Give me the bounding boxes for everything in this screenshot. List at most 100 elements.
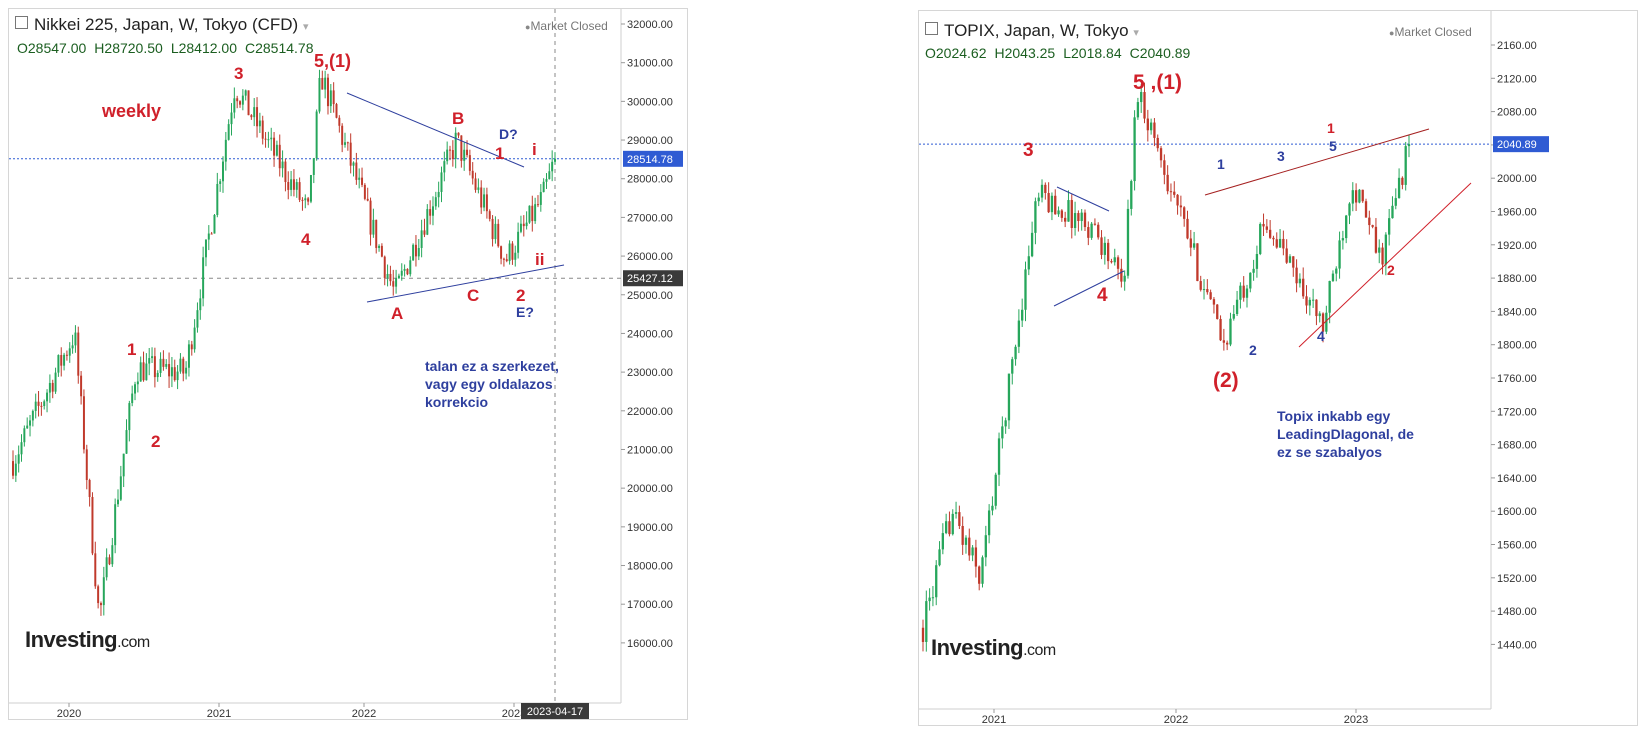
- dropdown-icon[interactable]: ▾: [1133, 27, 1139, 39]
- x-tick-label: 2023: [1344, 714, 1368, 726]
- candle-body: [1249, 272, 1252, 289]
- candle-body: [542, 181, 545, 193]
- candle-body: [1325, 312, 1328, 332]
- candle-body: [54, 372, 57, 392]
- candle-body: [375, 219, 378, 248]
- candle-body: [190, 344, 193, 350]
- candle-body: [1341, 238, 1345, 241]
- candle-body: [463, 149, 466, 161]
- candle-body: [1004, 420, 1007, 427]
- candle-body: [1302, 278, 1305, 297]
- candle-body: [1288, 256, 1292, 263]
- candle-body: [944, 521, 948, 534]
- dropdown-icon[interactable]: ▾: [302, 21, 309, 33]
- candle-body: [253, 107, 256, 118]
- candle-body: [352, 162, 355, 166]
- note-line-2: vagy egy oldalazos: [425, 376, 553, 392]
- candle-body: [366, 198, 369, 201]
- candle-body: [165, 364, 168, 367]
- candle-body: [380, 245, 383, 257]
- candle-body: [321, 77, 324, 90]
- y-tick-label: 2000.00: [1497, 173, 1537, 185]
- candle-body: [105, 557, 108, 578]
- candle-body: [987, 510, 991, 536]
- candle-body: [139, 362, 142, 382]
- candle-body: [1374, 226, 1378, 253]
- candle-body: [1153, 122, 1156, 138]
- candle-body: [94, 553, 97, 587]
- candle-body: [224, 139, 227, 162]
- candle-body: [88, 480, 91, 497]
- candle-body: [1212, 299, 1216, 305]
- candle-body: [1275, 239, 1278, 248]
- x-tick-label: 2023: [502, 708, 526, 720]
- candle-body: [82, 396, 85, 450]
- candle-body: [1381, 247, 1384, 265]
- candle-body: [241, 95, 244, 105]
- topix-chart-svg[interactable]: 1440.00 1480.00 1520.00 1560.00 1600.00 1640.…: [919, 11, 1638, 726]
- candle-body: [37, 401, 40, 406]
- candle-body: [991, 505, 994, 511]
- nikkei-chart-panel[interactable]: 16000.00 17000.00 18000.00 19000.00 20000.00…: [8, 8, 688, 720]
- triangle-upper-line: [1056, 186, 1110, 212]
- candle-body: [57, 355, 60, 373]
- market-status: Market Closed: [525, 19, 607, 33]
- candle-body: [539, 192, 542, 205]
- candle-body: [71, 345, 74, 349]
- candle-body: [213, 214, 216, 234]
- candle-body: [443, 161, 446, 173]
- nikkei-chart-svg[interactable]: 16000.00 17000.00 18000.00 19000.00 20000.00…: [9, 9, 688, 720]
- candle-body: [1311, 299, 1315, 301]
- candle-body: [412, 244, 415, 261]
- collapse-icon[interactable]: [15, 16, 28, 29]
- candle-body: [324, 77, 327, 90]
- candle-body: [1328, 280, 1331, 313]
- candle-body: [554, 158, 556, 162]
- candle-body: [389, 273, 392, 282]
- wave-label-1: 1: [127, 340, 136, 359]
- candle-body: [1159, 148, 1163, 161]
- label-weekly: weekly: [101, 101, 161, 121]
- candle-body: [119, 476, 122, 500]
- candle-body: [1331, 273, 1335, 281]
- candle-body: [1044, 184, 1047, 194]
- candle-body: [346, 142, 349, 144]
- candle-body: [1222, 340, 1226, 343]
- candle-body: [1093, 223, 1097, 225]
- candle-body: [941, 533, 944, 550]
- candle-body: [122, 453, 125, 477]
- wave-label-4: 4: [301, 230, 311, 249]
- candle-body: [471, 170, 474, 179]
- candle-body: [497, 223, 500, 247]
- candle-body: [386, 273, 389, 278]
- candle-body: [309, 174, 312, 202]
- candle-body: [454, 132, 457, 159]
- candle-body: [429, 209, 432, 216]
- candle-body: [417, 247, 420, 257]
- candle-body: [40, 405, 43, 407]
- candle-body: [378, 245, 381, 248]
- x-tick-label: 2021: [982, 714, 1006, 726]
- last-price-tag-label: 2040.89: [1497, 139, 1537, 151]
- candle-body: [199, 298, 202, 311]
- y-tick-label: 17000.00: [627, 599, 673, 611]
- candle-body: [1146, 118, 1149, 131]
- topix-chart-panel[interactable]: 1440.00 1480.00 1520.00 1560.00 1600.00 1640.…: [918, 10, 1638, 726]
- candle-body: [1351, 190, 1354, 204]
- last-price-tag-label: 28514.78: [627, 154, 673, 166]
- collapse-icon[interactable]: [925, 22, 938, 35]
- candle-body: [355, 162, 358, 180]
- candle-body: [1116, 257, 1120, 269]
- candle-body: [128, 403, 131, 431]
- candle-body: [114, 504, 117, 546]
- candle-body: [273, 137, 276, 156]
- wave-label-n2: 2: [1249, 342, 1257, 358]
- candle-body: [968, 537, 971, 556]
- candle-body: [1345, 215, 1348, 239]
- candle-body: [994, 474, 997, 506]
- candle-body: [997, 438, 1001, 475]
- candle-body: [1087, 227, 1090, 238]
- candle-body: [921, 627, 925, 642]
- candle-body: [522, 223, 525, 227]
- ohlc-readout: O2024.62 H2043.25 L2018.84 C2040.89: [925, 45, 1198, 61]
